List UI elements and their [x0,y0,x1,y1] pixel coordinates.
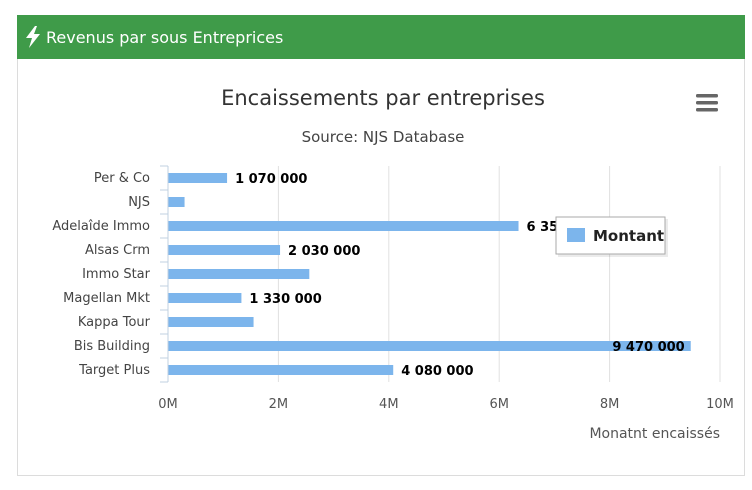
data-label: 6 35 [527,220,559,235]
category-label: Adelaîde Immo [52,219,150,234]
panel-title: Revenus par sous Entreprices [46,28,284,47]
x-tick-label: 4M [379,397,399,412]
bar[interactable] [168,269,310,279]
bar[interactable] [168,221,519,231]
category-label: Immo Star [82,267,151,282]
chart-title: Encaissements par entreprises [221,86,545,110]
x-tick-label: 8M [600,397,620,412]
panel-header: Revenus par sous Entreprices [17,15,745,59]
bar[interactable] [168,245,281,255]
legend-swatch [567,228,585,242]
hamburger-menu-icon[interactable] [693,92,721,114]
data-label: 2 030 000 [288,244,360,259]
category-label: Kappa Tour [78,315,151,330]
x-tick-label: 2M [269,397,289,412]
chart-subtitle: Source: NJS Database [302,128,465,146]
x-tick-label: 0M [158,397,178,412]
data-label: 4 080 000 [401,364,473,379]
bar[interactable] [168,365,394,375]
legend[interactable]: Montant [555,216,668,257]
bar[interactable] [168,341,691,351]
category-label: Target Plus [78,363,150,378]
category-label: NJS [128,195,150,210]
data-label: 1 070 000 [235,172,307,187]
category-label: Bis Building [74,339,150,354]
axes: 0M 2M 4M 6M 8M 10M Per & Co NJS Adelaîde Immo Als… [52,165,734,412]
data-label: 9 470 000 [612,340,684,355]
category-label: Magellan Mkt [63,291,150,306]
x-tick-label: 10M [706,397,734,412]
data-labels: 1 070 000 6 35 2 030 000 1 330 000 9 470 000… [235,172,685,379]
data-label: 1 330 000 [249,292,321,307]
bars [168,173,691,375]
category-label: Per & Co [94,171,150,186]
bar[interactable] [168,293,242,303]
bar[interactable] [168,197,185,207]
x-tick-label: 6M [489,397,509,412]
lightning-bolt-icon [26,26,40,48]
legend-label: Montant [593,227,664,245]
bar[interactable] [168,317,254,327]
category-label: Alsas Crm [85,243,150,258]
x-axis-title: Monatnt encaissés [589,426,720,442]
bar[interactable] [168,173,228,183]
